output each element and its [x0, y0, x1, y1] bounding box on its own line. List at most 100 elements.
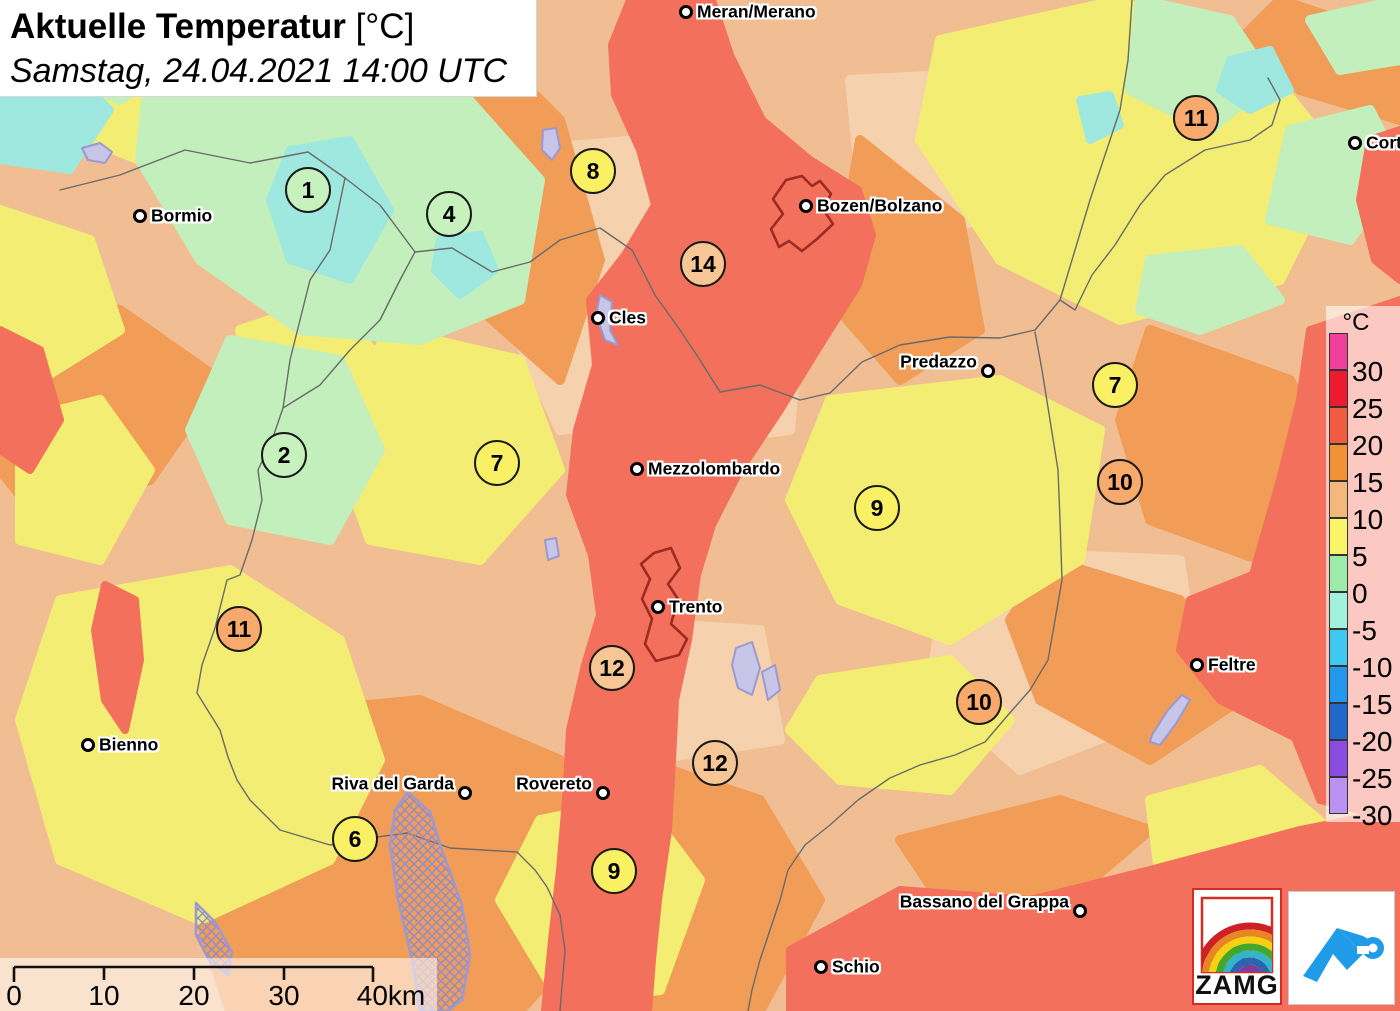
- legend-swatch: [1329, 407, 1348, 444]
- city-dot: [133, 209, 147, 223]
- legend-swatch: [1329, 592, 1348, 629]
- legend-tick-label: 30: [1352, 356, 1384, 387]
- station-marker-6: 6: [332, 816, 378, 862]
- city-dot: [981, 364, 995, 378]
- legend-box--25: -25: [1326, 740, 1400, 793]
- city-label: Trento: [669, 596, 723, 617]
- legend-box--20: -20: [1326, 703, 1400, 756]
- zamg-logo-text: ZAMG: [1195, 970, 1279, 1000]
- title-unit: [°C]: [345, 7, 415, 46]
- city-dot: [596, 786, 610, 800]
- station-marker-7: 7: [474, 440, 520, 486]
- legend-swatch: [1329, 370, 1348, 407]
- city-label: Schio: [832, 956, 880, 977]
- city-label: Bormio: [151, 205, 213, 226]
- title-text: Aktuelle Temperatur: [10, 7, 346, 46]
- scale-bar: 0 10 20 30 40km: [0, 958, 437, 1011]
- city-dot: [651, 600, 665, 614]
- legend-swatch: [1329, 518, 1348, 555]
- station-marker-8: 8: [570, 148, 616, 194]
- city-label: Bienno: [99, 734, 159, 755]
- legend-swatch: [1329, 444, 1348, 481]
- city-label: Mezzolombardo: [648, 458, 781, 479]
- city-label: Predazzo: [900, 351, 977, 372]
- city-dot: [679, 5, 693, 19]
- city-label: Feltre: [1208, 654, 1256, 675]
- city-label: Bozen/Bolzano: [817, 195, 943, 216]
- zamg-logo: ZAMG: [1192, 888, 1282, 1005]
- legend-swatch: [1329, 333, 1348, 370]
- legend-tick-label: -5: [1352, 615, 1377, 646]
- city-dot: [630, 462, 644, 476]
- city-dot: [799, 199, 813, 213]
- legend-tick-label: 25: [1352, 393, 1384, 424]
- city-label: Meran/Merano: [697, 1, 816, 22]
- city-label: Cles: [609, 307, 646, 328]
- station-marker-12: 12: [589, 645, 635, 691]
- legend-box--15: -15: [1326, 666, 1400, 719]
- station-marker-7: 7: [1092, 362, 1138, 408]
- city-dot: [591, 311, 605, 325]
- legend-swatch: [1329, 555, 1348, 592]
- legend-swatch: [1329, 481, 1348, 518]
- legend-swatch: [1329, 666, 1348, 703]
- legend-box-20: 20: [1326, 407, 1400, 460]
- city-label: Rovereto: [516, 773, 592, 794]
- legend-swatch: [1329, 777, 1348, 814]
- legend-box-0: 0: [1326, 555, 1400, 608]
- title-panel: Aktuelle Temperatur [°C] Samstag, 24.04.…: [0, 0, 537, 97]
- scalebar-label: 10: [88, 980, 120, 1011]
- station-marker-12: 12: [692, 740, 738, 786]
- station-marker-11: 11: [1173, 95, 1219, 141]
- legend-box-25: 25: [1326, 370, 1400, 423]
- legend-swatch: [1329, 703, 1348, 740]
- station-marker-10: 10: [1097, 459, 1143, 505]
- partner-logo: [1288, 891, 1395, 1005]
- city-label: Bassano del Grappa: [899, 891, 1069, 912]
- legend-boxes: 30 25 20 15 10 5 0 -5 -10 -15 -20 -25 -30: [1326, 333, 1400, 830]
- scalebar-label: 0: [6, 980, 22, 1011]
- legend-tick-label: -25: [1352, 763, 1393, 794]
- city-label: Cortina: [1366, 132, 1400, 153]
- city-dot: [81, 738, 95, 752]
- scalebar-label: 40km: [356, 980, 426, 1011]
- legend-tick-label: -20: [1352, 726, 1393, 757]
- city-label: Riva del Garda: [331, 773, 454, 794]
- station-marker-4: 4: [426, 191, 472, 237]
- station-marker-9: 9: [591, 848, 637, 894]
- station-marker-14: 14: [680, 241, 726, 287]
- legend-tick-label: -30: [1352, 800, 1393, 831]
- legend-box-30: 30: [1326, 333, 1400, 386]
- map-datetime: Samstag, 24.04.2021 14:00 UTC: [10, 52, 508, 90]
- legend-box-10: 10: [1326, 481, 1400, 534]
- legend-box--5: -5: [1326, 592, 1400, 645]
- legend-tick-label: 20: [1352, 430, 1384, 461]
- station-marker-9: 9: [854, 485, 900, 531]
- legend-box--30: -30: [1326, 777, 1400, 830]
- city-dot: [1190, 658, 1204, 672]
- scale-bar-ruler: [12, 965, 375, 982]
- map-title: Aktuelle Temperatur [°C]: [10, 4, 536, 49]
- legend-tick-label: 10: [1352, 504, 1384, 535]
- mountain-icon: [1303, 928, 1384, 982]
- legend-swatch: [1329, 629, 1348, 666]
- station-marker-11: 11: [216, 606, 262, 652]
- city-dot: [458, 786, 472, 800]
- zamg-rainbow-icon: [1200, 896, 1274, 974]
- legend-box--10: -10: [1326, 629, 1400, 682]
- legend-tick-label: 5: [1352, 541, 1368, 572]
- legend-unit-label: °C: [1342, 309, 1370, 336]
- legend-box-5: 5: [1326, 518, 1400, 571]
- scalebar-label: 30: [268, 980, 300, 1011]
- station-marker-10: 10: [956, 679, 1002, 725]
- temperature-legend: °C 30 25 20 15 10 5 0 -5 -10 -15 -20 -25 -30: [1326, 306, 1400, 830]
- scalebar-label: 20: [178, 980, 210, 1011]
- city-dot: [1348, 136, 1362, 150]
- legend-tick-label: -15: [1352, 689, 1393, 720]
- city-dot: [1073, 904, 1087, 918]
- legend-swatch: [1329, 740, 1348, 777]
- legend-box-15: 15: [1326, 444, 1400, 497]
- city-dot: [814, 960, 828, 974]
